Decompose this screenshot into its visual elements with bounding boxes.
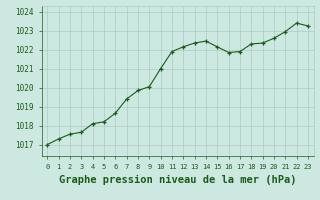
X-axis label: Graphe pression niveau de la mer (hPa): Graphe pression niveau de la mer (hPa) — [59, 175, 296, 185]
